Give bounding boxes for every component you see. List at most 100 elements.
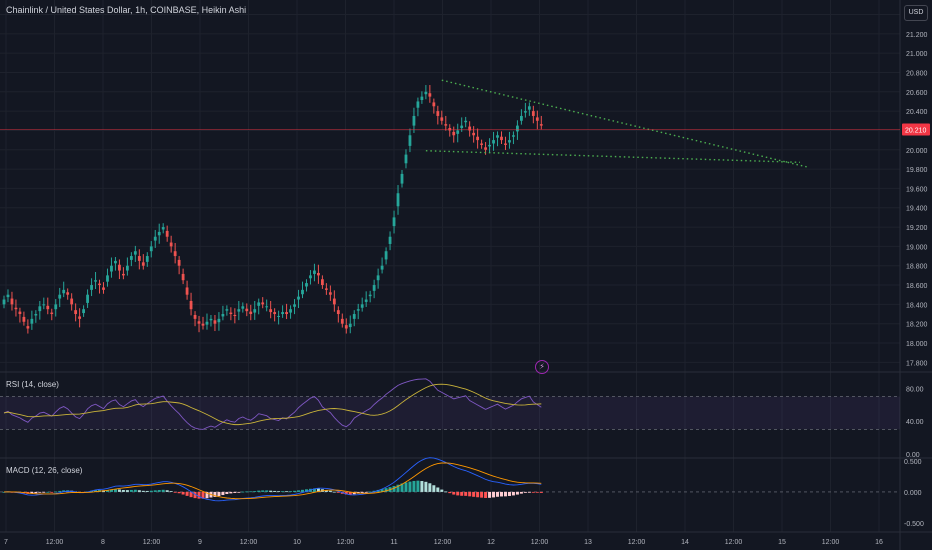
candle-body (161, 227, 165, 230)
candle-body (102, 287, 105, 290)
candle-body (145, 256, 149, 262)
candle-body (336, 310, 340, 315)
macd-histogram-bar (62, 490, 66, 492)
macd-histogram-bar (137, 490, 141, 492)
macd-histogram-bar (412, 480, 416, 492)
candle-body (527, 106, 531, 110)
candle-body (237, 309, 241, 312)
macd-histogram-bar (368, 491, 372, 493)
candle-body (464, 120, 468, 123)
price-tick-label: 20.800 (906, 70, 928, 77)
candle-body (285, 312, 288, 315)
candle-body (444, 124, 448, 126)
candle-body (492, 140, 495, 144)
candle-body (213, 320, 217, 324)
macd-histogram-bar (416, 480, 420, 492)
macd-histogram-bar (133, 489, 137, 492)
macd-histogram-bar (460, 491, 464, 496)
macd-histogram-bar (372, 490, 376, 492)
macd-histogram-bar (519, 491, 523, 494)
macd-histogram-bar (46, 491, 50, 493)
price-tick-label: 17.800 (906, 360, 928, 367)
candle-body (86, 294, 89, 303)
candle-body (360, 304, 364, 308)
macd-histogram-bar (125, 490, 129, 492)
macd-histogram-bar (181, 491, 185, 495)
macd-histogram-bar (269, 490, 273, 492)
macd-histogram-bar (396, 484, 400, 492)
candle-body (257, 302, 261, 306)
candle-body (452, 131, 456, 136)
macd-histogram-bar (535, 491, 539, 493)
macd-histogram-bar (94, 490, 98, 492)
candle-body (173, 251, 177, 257)
candle-body (305, 283, 308, 287)
candle-body (496, 135, 499, 138)
macd-histogram-bar (221, 491, 225, 496)
candle-body (245, 308, 249, 312)
macd-histogram-bar (527, 491, 531, 493)
candle-body (456, 130, 460, 134)
macd-histogram-bar (456, 491, 460, 496)
macd-histogram-bar (408, 481, 412, 492)
macd-histogram-bar (500, 491, 503, 497)
macd-histogram-bar (42, 491, 46, 493)
macd-histogram-bar (38, 491, 42, 493)
macd-histogram-bar (492, 491, 496, 498)
candle-body (125, 265, 129, 271)
candle-body (149, 246, 153, 252)
candle-body (181, 273, 185, 281)
macd-histogram-bar (285, 491, 289, 493)
macd-line (3, 457, 542, 502)
macd-histogram-bar (480, 491, 484, 498)
macd-histogram-bar (503, 491, 507, 497)
macd-histogram-bar (261, 490, 265, 492)
price-tick-label: 20.000 (906, 148, 928, 155)
current-price-tag (902, 123, 930, 136)
x-tick-label: 12:00 (143, 539, 161, 546)
candle-body (368, 294, 372, 297)
rsi-tick-label: 0.00 (906, 452, 920, 459)
candle-body (508, 140, 511, 143)
lightning-icon[interactable]: ⚡ (535, 360, 549, 374)
candle-body (98, 283, 101, 286)
candle-body (137, 256, 141, 261)
candle-body (348, 323, 352, 328)
macd-histogram-bar (237, 491, 241, 493)
macd-histogram-bar (2, 491, 6, 493)
price-tick-label: 19.200 (906, 225, 928, 232)
macd-histogram-bar (328, 490, 332, 492)
candle-body (217, 318, 221, 323)
macd-histogram-bar (424, 481, 428, 492)
candle-body (205, 321, 209, 325)
candle-body (468, 126, 472, 131)
macd-histogram-bar (293, 490, 297, 492)
candle-body (424, 91, 428, 95)
candle-body (94, 280, 97, 282)
currency-button[interactable]: USD (904, 5, 928, 21)
macd-histogram-bar (161, 489, 165, 492)
macd-tick-label: -0.500 (904, 521, 924, 528)
x-tick-label: 12:00 (46, 539, 64, 546)
candle-body (253, 309, 257, 313)
macd-histogram-bar (177, 491, 181, 494)
rsi-tick-label: 40.00 (906, 419, 924, 426)
x-tick-label: 7 (4, 539, 8, 546)
candle-body (58, 294, 62, 299)
candle-body (281, 312, 284, 315)
macd-histogram-bar (444, 491, 448, 493)
candle-body (328, 292, 332, 295)
candle-body (2, 299, 6, 305)
candle-body (10, 298, 14, 305)
macd-histogram-bar (364, 491, 368, 493)
macd-histogram-bar (404, 482, 408, 492)
macd-histogram-bar (257, 490, 261, 492)
price-tick-label: 21.000 (906, 51, 928, 58)
candle-body (484, 147, 487, 150)
candle-body (110, 265, 113, 272)
macd-histogram-bar (348, 491, 352, 495)
macd-histogram-bar (472, 491, 476, 497)
candle-body (6, 294, 10, 298)
macd-histogram-bar (484, 491, 488, 498)
